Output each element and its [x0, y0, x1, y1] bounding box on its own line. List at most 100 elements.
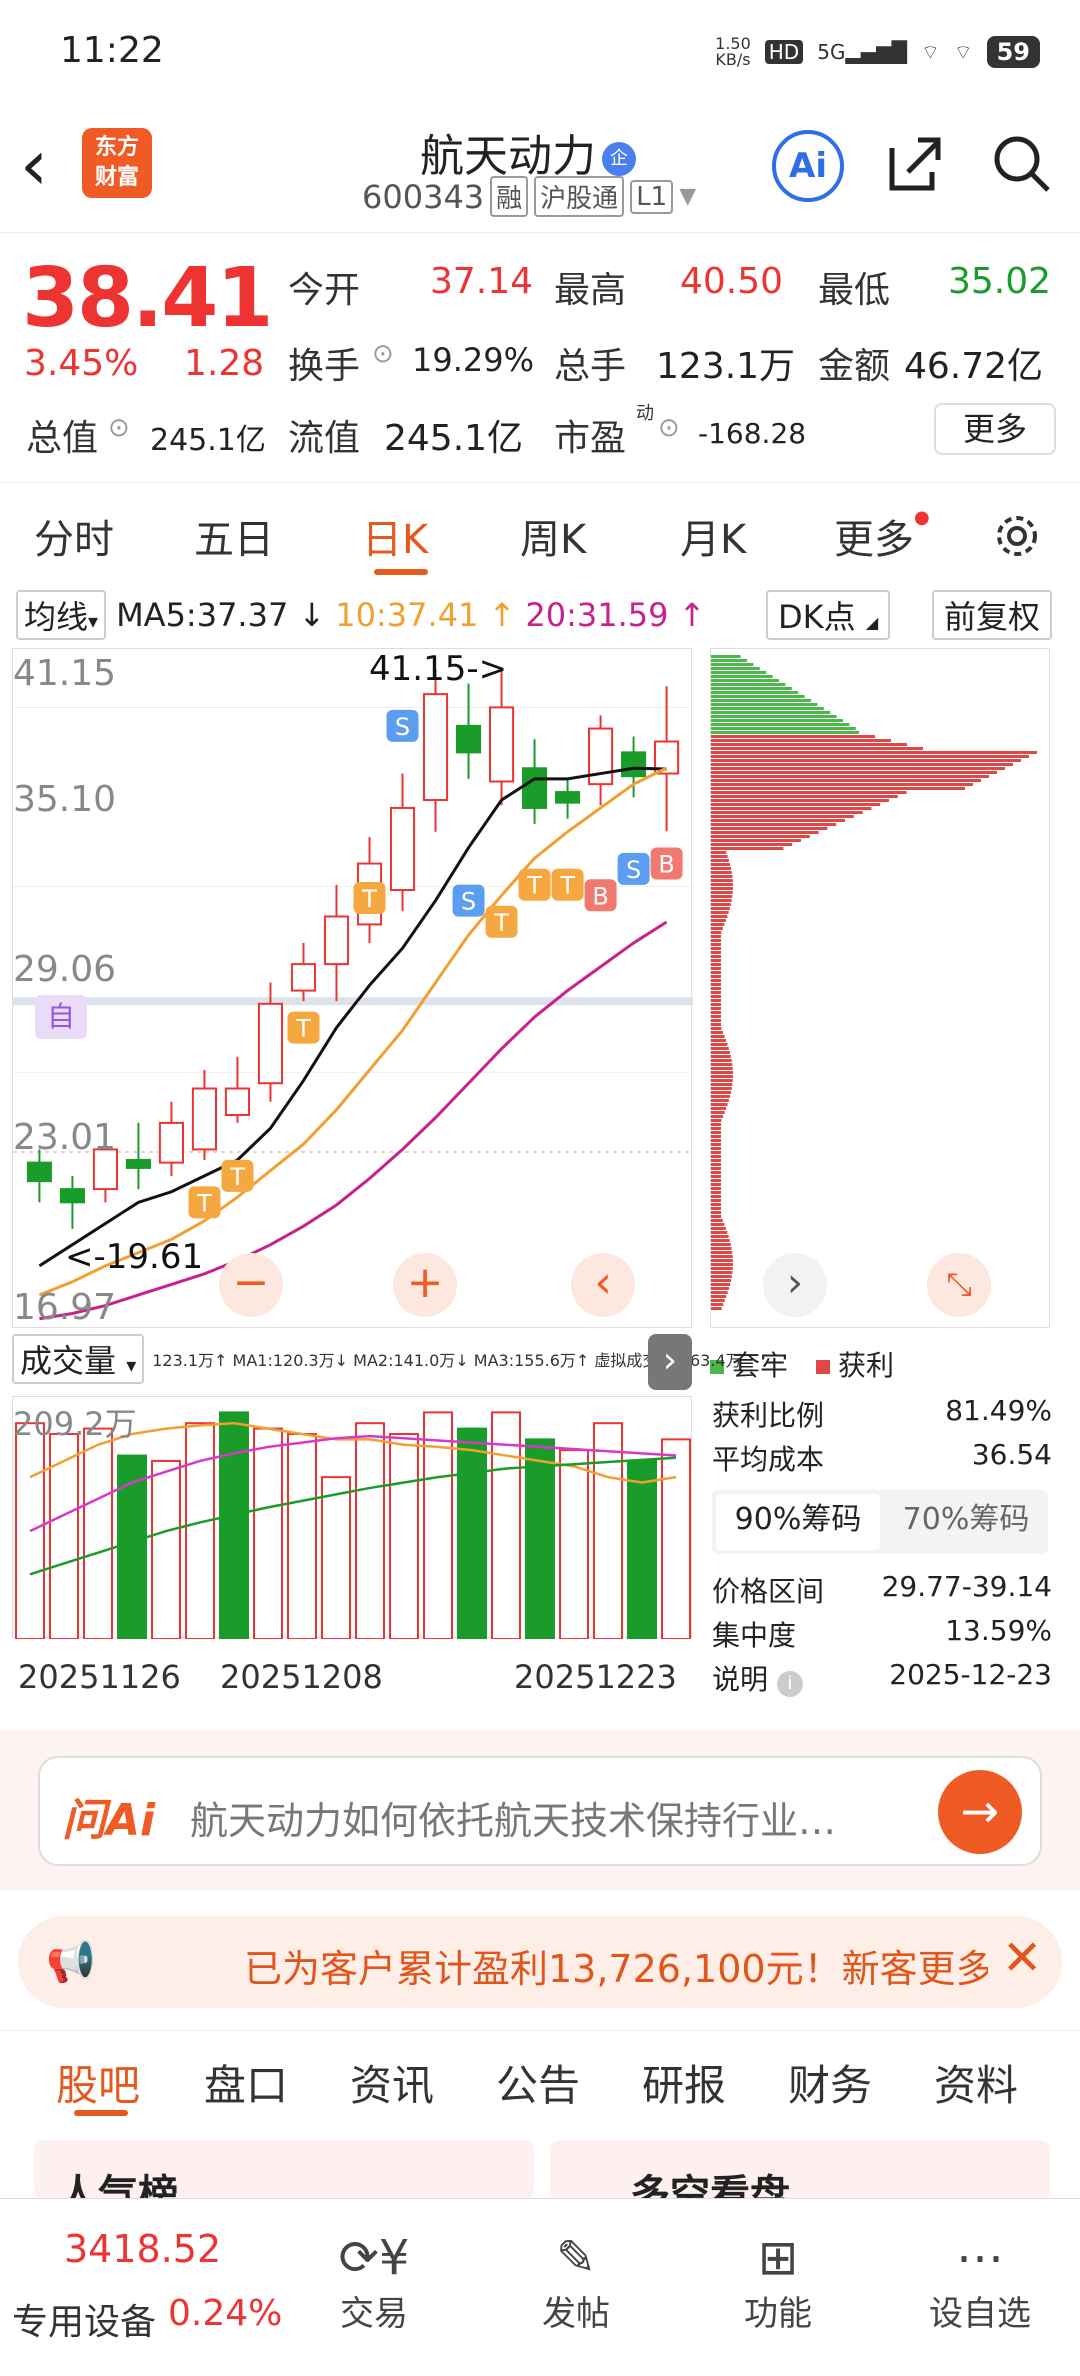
- chip-bar: [711, 1271, 733, 1274]
- tab-guba[interactable]: 股吧: [56, 2061, 141, 2110]
- volume-bar: [457, 1427, 487, 1641]
- popularity-card[interactable]: 人气榜: [34, 2140, 534, 2200]
- chip-bar: [711, 807, 872, 810]
- tab-intraday[interactable]: 分时: [34, 517, 114, 563]
- chip-bar: [711, 1115, 724, 1118]
- tab-profile[interactable]: 资料: [934, 2061, 1019, 2110]
- signal-text: B: [658, 851, 674, 879]
- chip-bar: [711, 1259, 733, 1262]
- pe-info-icon[interactable]: ⊙: [658, 413, 680, 443]
- share-icon[interactable]: [884, 132, 946, 194]
- chip-bar: [711, 811, 863, 814]
- scroll-left-button[interactable]: ‹: [571, 1253, 635, 1317]
- volume-ymax: 209.2万: [13, 1405, 137, 1443]
- mcap-info-icon[interactable]: ⊙: [108, 413, 130, 443]
- candle-body: [26, 1161, 52, 1183]
- change-percent: 3.45%: [24, 343, 139, 384]
- self-mark[interactable]: 自: [35, 995, 87, 1039]
- tab-daily-k[interactable]: 日K: [362, 517, 429, 563]
- turnover-value: 19.29%: [412, 341, 535, 379]
- info-icon[interactable]: ⊙: [372, 339, 394, 369]
- info-circle-icon[interactable]: i: [776, 1671, 803, 1697]
- chip-bar: [711, 839, 801, 842]
- chip-bar: [711, 779, 981, 782]
- volume-chart[interactable]: 209.2万: [12, 1396, 692, 1641]
- ask-ai-bar[interactable]: 问Ai 航天动力如何依托航天技术保持行业… →: [38, 1756, 1042, 1866]
- tab-news[interactable]: 资讯: [350, 2061, 435, 2110]
- index-value[interactable]: 3418.52: [64, 2227, 222, 2271]
- nav-watchlist[interactable]: ⋯ 设自选: [900, 2230, 1060, 2335]
- tab-research[interactable]: 研报: [642, 2061, 727, 2110]
- nav-post[interactable]: ✎ 发帖: [496, 2230, 656, 2335]
- tab-chip-90[interactable]: 90%筹码: [716, 1494, 880, 1550]
- app-logo[interactable]: 东方 财富: [82, 128, 152, 198]
- tab-monthly-k[interactable]: 月K: [680, 517, 747, 563]
- price-range-row: 价格区间 29.77-39.14: [712, 1570, 1052, 1610]
- dk-point-select[interactable]: DK点 ◢: [766, 590, 891, 640]
- adjust-select[interactable]: 前复权: [932, 590, 1053, 640]
- legend-trap-label: 套牢: [732, 1349, 789, 1382]
- tab-pankou[interactable]: 盘口: [204, 2061, 289, 2110]
- chip-bar: [711, 827, 828, 830]
- tab-weekly-k[interactable]: 周K: [520, 517, 587, 563]
- zoom-in-button[interactable]: +: [393, 1253, 457, 1317]
- chip-bar: [711, 1267, 733, 1270]
- index-label[interactable]: 专用设备: [12, 2302, 157, 2343]
- legend-trap: 套牢: [710, 1344, 788, 1384]
- high-value: 40.50: [680, 261, 784, 302]
- nav-watchlist-label: 设自选: [929, 2294, 1031, 2334]
- settings-gear-icon[interactable]: [992, 511, 1042, 561]
- ma10-text: 10:37.41 ↑: [335, 596, 516, 634]
- volume-bar: [525, 1438, 555, 1641]
- nav-trade[interactable]: ⟳¥ 交易: [294, 2230, 454, 2335]
- tab-finance[interactable]: 财务: [788, 2061, 873, 2110]
- notice-bar[interactable]: 📢 已为客户累计盈利13,726,100元！新客更多 ✕: [18, 1916, 1062, 2008]
- expand-right-icon[interactable]: ›: [648, 1334, 692, 1390]
- chip-bar: [711, 1291, 728, 1294]
- search-icon[interactable]: [990, 132, 1052, 194]
- pe-label: 市盈: [554, 418, 627, 459]
- trade-icon: ⟳¥: [338, 2230, 410, 2286]
- chip-bar: [711, 919, 726, 922]
- indicator-select[interactable]: 均线▾: [16, 590, 107, 640]
- chip-bar: [711, 1287, 729, 1290]
- back-icon[interactable]: ‹: [20, 124, 48, 206]
- chip-bar: [711, 1243, 731, 1246]
- zoom-out-button[interactable]: −: [219, 1253, 283, 1317]
- volume-select-chevron-icon: ▾: [126, 1353, 137, 1377]
- expand-icon[interactable]: ⤡: [927, 1253, 991, 1317]
- tab-five-day[interactable]: 五日: [194, 517, 274, 563]
- nav-function[interactable]: ⊞ 功能: [698, 2230, 858, 2335]
- tab-more[interactable]: 更多●: [834, 507, 930, 565]
- chip-bar: [711, 659, 747, 662]
- chip-distribution[interactable]: › ⤡: [710, 648, 1050, 1328]
- tab-notice[interactable]: 公告: [496, 2061, 581, 2110]
- long-short-card[interactable]: 多空看盘: [550, 2140, 1050, 2200]
- close-icon[interactable]: ✕: [1002, 1930, 1043, 1986]
- volume-select[interactable]: 成交量 ▾: [12, 1334, 145, 1384]
- candle-body: [488, 706, 515, 783]
- profit-ratio-label: 获利比例: [712, 1399, 825, 1432]
- chip-bar: [711, 951, 721, 954]
- more-button[interactable]: 更多: [934, 403, 1056, 455]
- candle-body: [323, 915, 350, 966]
- status-icons: 1.50 KB/s HD 5G▂▄▆█ ⌔ ⌔ 59: [715, 36, 1040, 68]
- ai-button[interactable]: Ai: [772, 130, 844, 202]
- ask-arrow-icon[interactable]: →: [938, 1770, 1022, 1854]
- nav-function-label: 功能: [744, 2294, 812, 2334]
- tab-chip-70[interactable]: 70%筹码: [902, 1502, 1030, 1537]
- low-value: 35.02: [948, 261, 1052, 302]
- chip-bar: [711, 879, 733, 882]
- chip-bar: [711, 1159, 721, 1162]
- chip-next-button[interactable]: ›: [763, 1253, 827, 1317]
- signal-text: T: [229, 1163, 245, 1191]
- price-range-label: 价格区间: [712, 1575, 825, 1608]
- chevron-down-icon[interactable]: ▼: [679, 184, 697, 209]
- chip-bar: [711, 767, 1005, 770]
- chip-bar: [711, 1139, 721, 1142]
- chip-svg: [711, 655, 1037, 1310]
- chip-bar: [711, 847, 784, 850]
- chip-bar: [711, 1167, 721, 1170]
- chip-bar: [711, 683, 786, 686]
